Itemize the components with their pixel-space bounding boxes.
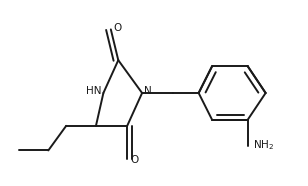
Text: HN: HN (86, 86, 101, 96)
Text: O: O (130, 155, 138, 165)
Text: NH$_2$: NH$_2$ (253, 138, 274, 152)
Text: O: O (114, 23, 122, 33)
Text: N: N (144, 86, 151, 96)
